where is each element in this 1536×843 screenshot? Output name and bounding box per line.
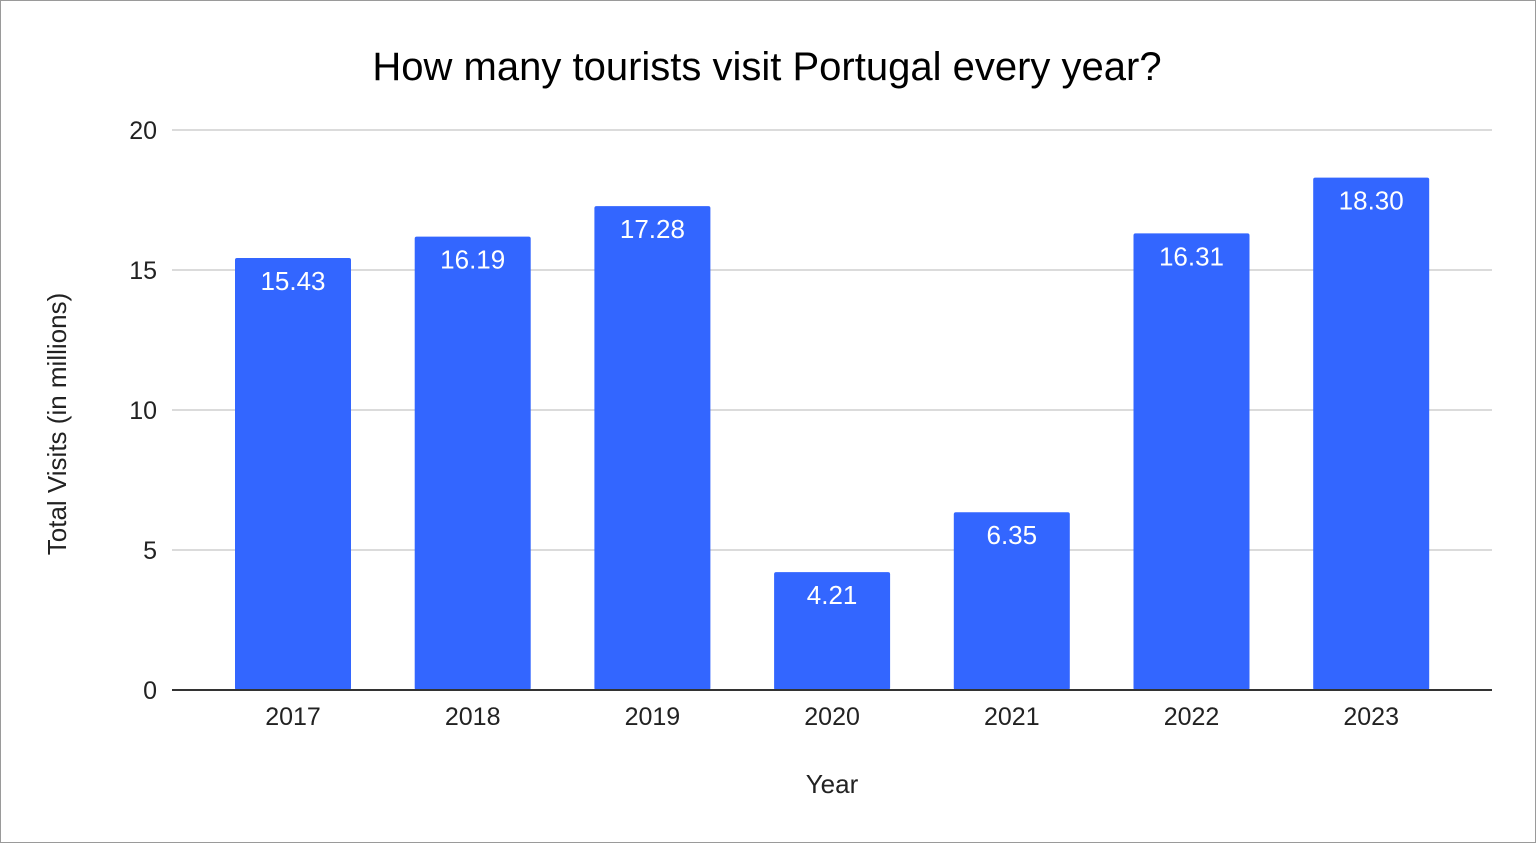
y-tick-label: 0	[143, 677, 157, 705]
x-axis-label: Year	[806, 769, 859, 799]
data-label: 18.30	[1339, 186, 1404, 216]
bar-2019	[594, 206, 711, 690]
y-tick-label: 5	[143, 537, 157, 565]
data-label: 15.43	[260, 266, 325, 296]
y-tick-label: 20	[129, 117, 157, 145]
x-tick-label: 2022	[1164, 703, 1220, 731]
data-label: 16.19	[440, 245, 505, 275]
bar-2023	[1313, 177, 1430, 691]
x-tick-label: 2018	[445, 703, 501, 731]
bar-2018	[414, 236, 531, 690]
x-tick-label: 2017	[265, 703, 321, 731]
data-label: 17.28	[620, 214, 685, 244]
x-tick-label: 2021	[984, 703, 1040, 731]
data-label: 16.31	[1159, 241, 1224, 271]
y-tick-label: 15	[129, 257, 157, 285]
x-tick-label: 2019	[625, 703, 681, 731]
data-label: 6.35	[986, 520, 1037, 550]
x-tick-label: 2020	[804, 703, 860, 731]
data-label: 4.21	[807, 580, 858, 610]
x-tick-label: 2023	[1343, 703, 1399, 731]
bar-2020	[774, 572, 891, 690]
y-axis-label: Total Visits (in millions)	[42, 293, 72, 555]
bar-2022	[1133, 233, 1250, 690]
bar-2021	[953, 512, 1070, 690]
y-tick-label: 10	[129, 397, 157, 425]
bar-2017	[235, 257, 351, 690]
chart-title: How many tourists visit Portugal every y…	[372, 45, 1161, 89]
